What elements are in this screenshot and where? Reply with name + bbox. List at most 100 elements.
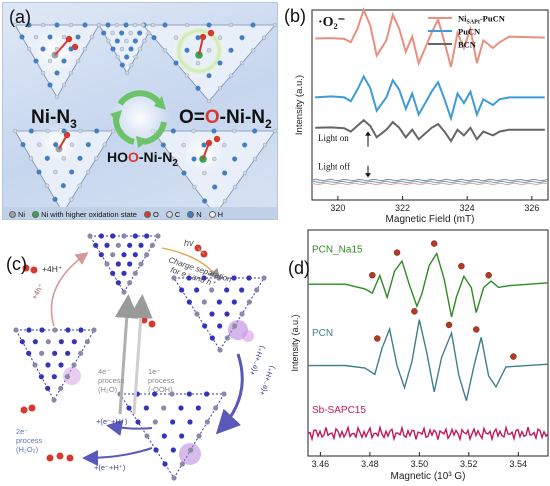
- label-4e-process: process: [98, 376, 125, 385]
- atom: [209, 335, 215, 341]
- atom: [239, 287, 245, 293]
- atom: [89, 34, 95, 40]
- atom: [143, 405, 149, 411]
- series-label-PCN_Na15: PCN_Na15: [312, 245, 363, 256]
- atom: [232, 128, 237, 134]
- x-tick-label: 320: [330, 203, 345, 213]
- atom: [68, 46, 74, 52]
- atom: [191, 128, 196, 134]
- atom: [94, 156, 99, 161]
- atom: [61, 58, 67, 64]
- atom: [124, 54, 130, 60]
- atom: [51, 374, 57, 380]
- arrow-eh-bottom: [82, 447, 153, 466]
- atom: [98, 233, 104, 239]
- atom: [206, 98, 212, 104]
- atom: [44, 183, 50, 188]
- legend-main: Ni: [458, 14, 467, 24]
- legend-label: O: [152, 209, 159, 219]
- atom: [124, 70, 130, 76]
- panel-a-letter: (a): [9, 7, 31, 27]
- atom: [104, 261, 110, 267]
- light-off-line-2: [311, 182, 549, 186]
- arrow-down-head: [365, 173, 371, 178]
- atom: [69, 169, 75, 175]
- atom: [212, 156, 217, 162]
- label-4e: 4e⁻: [98, 367, 110, 376]
- atom: [64, 374, 70, 380]
- atom: [101, 30, 107, 36]
- arrow-hv: [161, 247, 220, 281]
- atom: [128, 30, 133, 36]
- atom: [114, 22, 120, 28]
- atom: [132, 270, 138, 276]
- peak-marker: [485, 271, 492, 279]
- label-plus4h: +4H⁺: [42, 264, 63, 274]
- atom: [217, 60, 223, 66]
- atom: [206, 48, 212, 53]
- atom: [261, 275, 267, 281]
- atom: [40, 46, 46, 52]
- atom: [252, 128, 258, 134]
- atom: [170, 128, 176, 134]
- legend-dot: [143, 210, 151, 218]
- x-axis-label: Magnetic (10³ G): [390, 471, 465, 482]
- atom: [32, 362, 38, 368]
- atom: [211, 128, 217, 134]
- atom: [51, 397, 57, 403]
- label-1e: 1e⁻: [148, 367, 160, 376]
- atom: [179, 433, 185, 439]
- atom: [149, 242, 155, 248]
- legend-rest: -PuCN: [480, 14, 506, 24]
- atom: [45, 362, 51, 368]
- atom: [222, 170, 228, 176]
- atom: [78, 128, 83, 134]
- chart-d-svg: PCN_Na15 PCN Sb-SAPC15 3.46 3.48 3.50 3.52 3.54…: [290, 229, 549, 482]
- atom: [161, 433, 167, 439]
- atom: [61, 156, 66, 161]
- atom: [78, 327, 84, 333]
- label-1e-process: process: [148, 376, 175, 385]
- legend-label-Ni_SAPt-PuCN: NiSAPt-PuCN: [458, 14, 506, 26]
- atom: [217, 347, 223, 353]
- x-tick-label: 3.48: [361, 459, 379, 469]
- atom: [54, 22, 60, 28]
- legend-dot: [9, 210, 16, 218]
- label-hv: hv: [184, 238, 194, 248]
- atom: [19, 34, 25, 40]
- atom: [186, 391, 192, 397]
- atom: [36, 169, 42, 175]
- atom: [102, 142, 107, 147]
- legend-main: BCN: [458, 40, 477, 50]
- atom: [38, 374, 44, 380]
- atom: [155, 233, 161, 239]
- molecule-bottom-left: [14, 123, 114, 214]
- atom: [272, 128, 277, 134]
- structure-top: [89, 235, 159, 293]
- label-2e-process: process: [16, 436, 43, 445]
- atom: [213, 405, 219, 411]
- atom: [54, 70, 60, 76]
- label-o2-ni-n2: O=O-Ni-N2: [179, 107, 272, 131]
- atom: [204, 391, 210, 397]
- atom: [20, 142, 26, 148]
- atom: [61, 128, 67, 134]
- atom: [224, 287, 230, 293]
- arrow-4h: [50, 252, 89, 327]
- x-tick-label: 324: [460, 203, 475, 213]
- atom: [121, 270, 127, 276]
- atom: [170, 447, 176, 453]
- atom: [222, 198, 228, 204]
- atom: [127, 261, 133, 267]
- series-label-Sb-SAPC15: Sb-SAPC15: [312, 405, 366, 416]
- atom: [115, 280, 121, 286]
- atom: [127, 242, 133, 248]
- atom: [65, 350, 71, 356]
- atom: [58, 362, 64, 368]
- atom: [132, 22, 138, 28]
- atom: [246, 299, 252, 305]
- atom: [169, 391, 175, 397]
- label-hoo-ni-n2: HOO-Ni-N2: [107, 149, 178, 169]
- label-eh-right-1: +(e⁻+H⁺): [247, 344, 266, 377]
- peak-marker: [393, 249, 401, 256]
